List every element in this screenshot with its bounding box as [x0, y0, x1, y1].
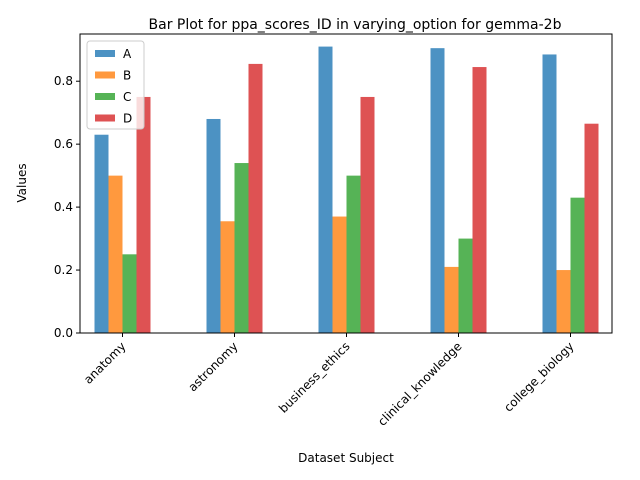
y-tick-label: 0.2	[54, 263, 73, 277]
legend-label-D: D	[123, 112, 132, 126]
bar-A-clinical_knowledge	[430, 48, 445, 334]
legend-swatch-D	[95, 114, 115, 122]
bar-D-college_biology	[584, 123, 599, 333]
bar-A-college_biology	[542, 54, 557, 334]
bar-D-anatomy	[136, 96, 151, 334]
bar-B-clinical_knowledge	[444, 266, 459, 333]
bars-group	[94, 46, 599, 334]
y-tick-label: 0.4	[54, 200, 73, 214]
bar-C-clinical_knowledge	[458, 238, 473, 333]
bar-D-astronomy	[248, 63, 263, 334]
bar-A-astronomy	[206, 118, 221, 334]
y-tick-label: 0.8	[54, 74, 73, 88]
bar-D-clinical_knowledge	[472, 67, 487, 334]
chart-title: Bar Plot for ppa_scores_ID in varying_op…	[149, 17, 562, 33]
bar-C-astronomy	[234, 163, 249, 333]
legend-label-B: B	[123, 69, 131, 83]
bar-C-business_ethics	[346, 175, 361, 333]
bar-A-anatomy	[94, 134, 109, 333]
legend-label-A: A	[123, 47, 132, 61]
x-axis: anatomy astronomy business_ethics clinical_…	[81, 333, 577, 429]
x-axis-label: Dataset Subject	[298, 451, 394, 465]
legend-box	[86, 40, 145, 130]
y-tick-label: 0.6	[54, 137, 73, 151]
x-tick-label: anatomy	[81, 339, 128, 386]
y-axis-label: Values	[15, 163, 29, 202]
bar-B-business_ethics	[332, 216, 347, 333]
bar-C-college_biology	[570, 197, 585, 333]
legend-label-C: C	[123, 90, 131, 104]
legend-swatch-A	[95, 50, 115, 57]
bar-B-astronomy	[220, 221, 235, 333]
x-tick-label: astronomy	[185, 339, 240, 394]
bar-C-anatomy	[122, 254, 137, 333]
x-tick-label: college_biology	[501, 339, 576, 414]
y-tick-label: 0.0	[54, 326, 73, 340]
bar-A-business_ethics	[318, 46, 333, 333]
x-tick-label: business_ethics	[276, 339, 353, 416]
bar-D-business_ethics	[360, 96, 375, 334]
plot-frame	[79, 33, 613, 334]
bar-B-college_biology	[556, 270, 571, 333]
legend-swatch-C	[95, 93, 115, 100]
x-tick-label: clinical_knowledge	[375, 339, 464, 428]
y-axis: 0.0 0.2 0.4 0.6 0.8	[54, 74, 80, 340]
legend-swatch-B	[95, 71, 115, 79]
bar-B-anatomy	[108, 175, 123, 333]
